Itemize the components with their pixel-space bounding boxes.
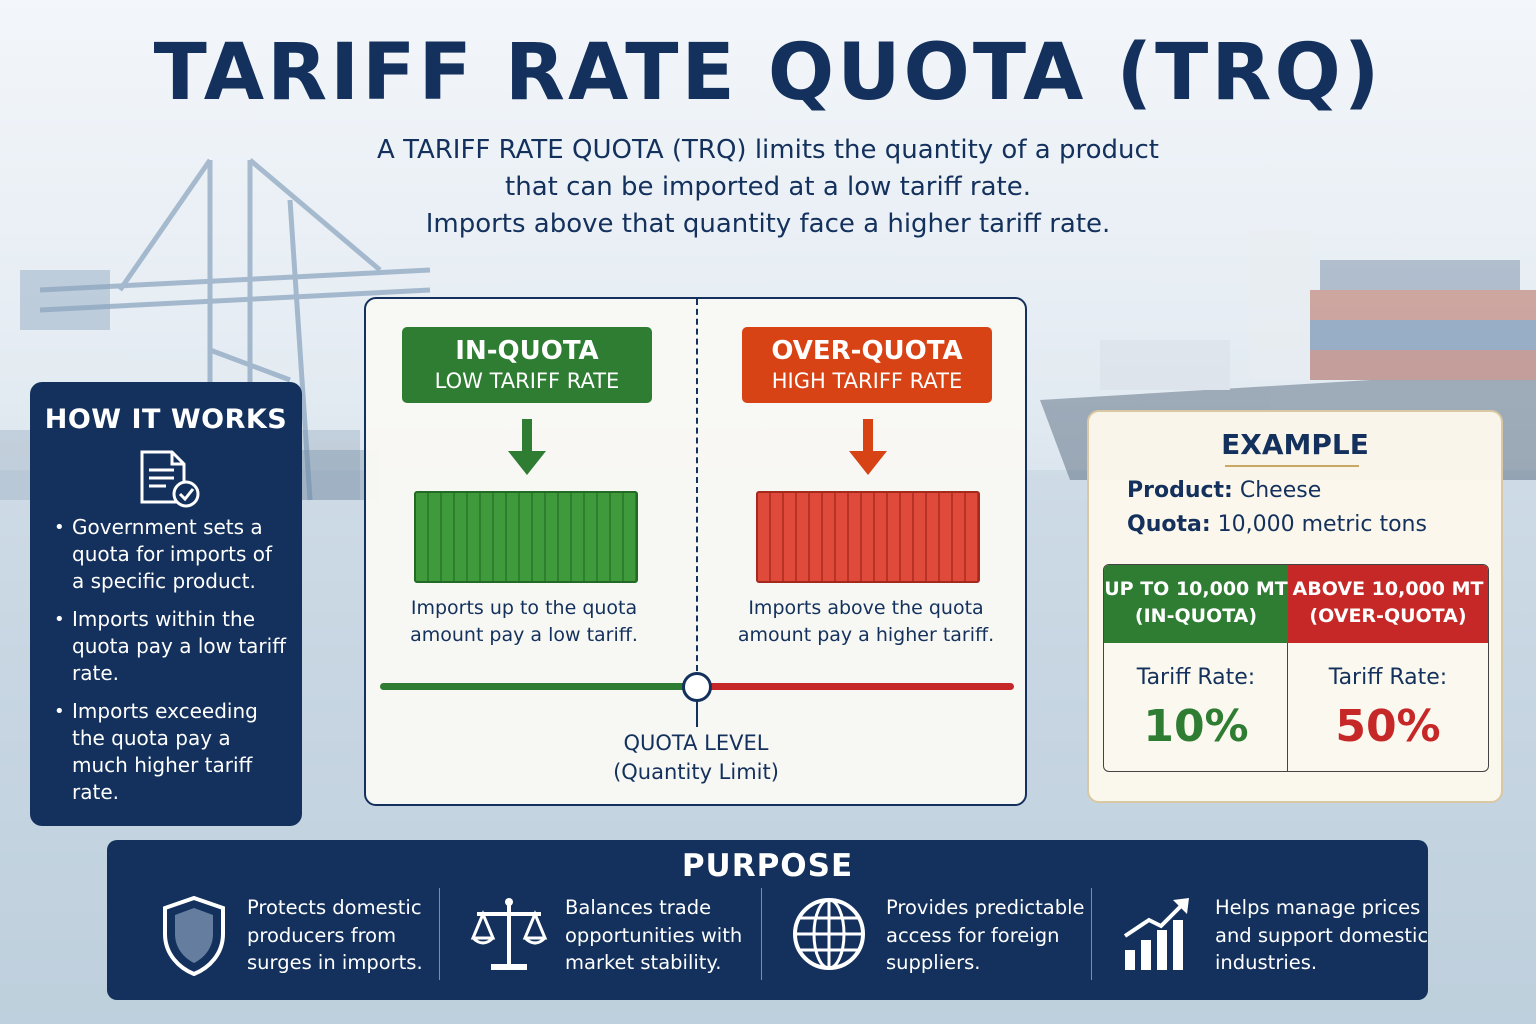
purpose-line: and support domestic	[1215, 923, 1429, 947]
description-line: amount pay a higher tariff.	[737, 624, 995, 646]
in-quota-rate: 10%	[1143, 701, 1249, 752]
purpose-panel: PURPOSE Protects domestic producers from…	[107, 840, 1428, 1000]
quota-label: Quota:	[1127, 512, 1211, 537]
purpose-line: Protects domestic	[247, 896, 422, 919]
purpose-divider	[439, 888, 440, 980]
purpose-text: Protects domestic producers from surges …	[247, 894, 423, 977]
shipping-container-icon	[756, 491, 980, 583]
purpose-item: Provides predictable access for foreign …	[791, 890, 1091, 990]
product-value: Cheese	[1239, 478, 1322, 503]
in-quota-subtitle: LOW TARIFF RATE	[434, 369, 620, 393]
quota-level-subtitle: (Quantity Limit)	[613, 760, 779, 784]
how-it-works-heading: HOW IT WORKS	[44, 404, 288, 435]
in-quota-bar	[380, 683, 696, 690]
purpose-line: suppliers.	[886, 951, 981, 974]
purpose-line: market stability.	[565, 951, 722, 974]
description-line: Imports above the quota	[748, 597, 984, 619]
quota-level-label: QUOTA LEVEL (Quantity Limit)	[546, 729, 846, 787]
header-line: (IN-QUOTA)	[1134, 605, 1258, 627]
quota-row: Quota: 10,000 metric tons	[1127, 512, 1427, 537]
subtitle-line: that can be imported at a low tariff rat…	[505, 172, 1031, 202]
purpose-text: Provides predictable access for foreign …	[886, 894, 1085, 977]
purpose-text: Helps manage prices and support domestic…	[1215, 894, 1428, 977]
product-label: Product:	[1127, 478, 1233, 503]
in-quota-header: UP TO 10,000 MT (IN-QUOTA)	[1104, 565, 1288, 643]
purpose-item: Helps manage prices and support domestic…	[1121, 890, 1428, 990]
example-heading: EXAMPLE	[1221, 428, 1369, 461]
purpose-line: Helps manage prices	[1215, 896, 1421, 919]
tariff-rate-label: Tariff Rate:	[1328, 665, 1448, 690]
over-quota-description: Imports above the quota amount pay a hig…	[716, 595, 1016, 649]
heading-underline	[1225, 465, 1359, 467]
purpose-heading: PURPOSE	[681, 848, 854, 884]
in-quota-description: Imports up to the quota amount pay a low…	[374, 595, 674, 649]
list-item: Imports exceeding the quota pay a much h…	[54, 698, 290, 806]
in-quota-tag: IN-QUOTA LOW TARIFF RATE	[402, 327, 652, 403]
quota-value: 10,000 metric tons	[1217, 512, 1427, 537]
globe-icon	[793, 898, 865, 970]
purpose-item: Balances trade opportunities with market…	[469, 890, 769, 990]
subtitle-line: Imports above that quantity face a highe…	[425, 209, 1111, 239]
purpose-text: Balances trade opportunities with market…	[565, 894, 742, 977]
purpose-divider	[1091, 888, 1092, 980]
shipping-container-icon	[414, 491, 638, 583]
description-line: Imports up to the quota	[410, 597, 638, 619]
list-item: Imports within the quota pay a low tarif…	[54, 606, 290, 687]
purpose-line: producers from	[247, 923, 397, 947]
quota-level-title: QUOTA LEVEL	[623, 731, 769, 755]
how-it-works-list: Government sets a quota for imports of a…	[30, 514, 302, 817]
in-quota-title: IN-QUOTA	[455, 336, 599, 366]
purpose-line: access for foreign	[886, 923, 1060, 947]
quota-divider	[696, 299, 698, 671]
scales-icon	[470, 898, 548, 970]
how-it-works-panel: HOW IT WORKS Government sets a quota for…	[30, 382, 302, 826]
purpose-line: Balances trade	[565, 896, 712, 919]
document-check-icon	[140, 450, 200, 508]
product-row: Product: Cheese	[1127, 478, 1321, 503]
subtitle-line: A TARIFF RATE QUOTA (TRQ) limits the qua…	[377, 135, 1159, 165]
header-line: ABOVE 10,000 MT	[1292, 578, 1484, 600]
purpose-line: Provides predictable	[886, 896, 1085, 919]
subtitle: A TARIFF RATE QUOTA (TRQ) limits the qua…	[268, 132, 1268, 243]
list-item: Government sets a quota for imports of a…	[54, 514, 290, 595]
growth-chart-icon	[1123, 898, 1189, 970]
example-panel: EXAMPLE Product: Cheese Quota: 10,000 me…	[1087, 410, 1503, 803]
arrow-down-icon	[849, 419, 887, 475]
quota-level-marker	[682, 672, 712, 702]
page-title: TARIFF RATE QUOTA (TRQ)	[153, 28, 1383, 118]
purpose-line: surges in imports.	[247, 951, 423, 974]
over-quota-header: ABOVE 10,000 MT (OVER-QUOTA)	[1288, 565, 1488, 643]
header-line: UP TO 10,000 MT	[1104, 578, 1288, 600]
purpose-divider	[761, 888, 762, 980]
over-quota-tag: OVER-QUOTA HIGH TARIFF RATE	[742, 327, 992, 403]
over-quota-subtitle: HIGH TARIFF RATE	[771, 369, 963, 393]
quota-divider-tick	[696, 697, 698, 727]
over-quota-rate: 50%	[1335, 701, 1441, 752]
tariff-rate-label: Tariff Rate:	[1136, 665, 1256, 690]
shield-icon	[163, 895, 225, 977]
purpose-line: industries.	[1215, 951, 1318, 974]
over-quota-bar	[696, 683, 1014, 690]
tariff-table: UP TO 10,000 MT (IN-QUOTA) ABOVE 10,000 …	[1103, 564, 1489, 772]
purpose-item: Protects domestic producers from surges …	[159, 890, 459, 990]
purpose-line: opportunities with	[565, 923, 743, 947]
quota-diagram: IN-QUOTA LOW TARIFF RATE OVER-QUOTA HIGH…	[364, 297, 1027, 806]
table-divider	[1287, 643, 1288, 771]
description-line: amount pay a low tariff.	[410, 624, 638, 646]
header-line: (OVER-QUOTA)	[1309, 605, 1467, 627]
over-quota-title: OVER-QUOTA	[771, 336, 963, 366]
arrow-down-icon	[508, 419, 546, 475]
